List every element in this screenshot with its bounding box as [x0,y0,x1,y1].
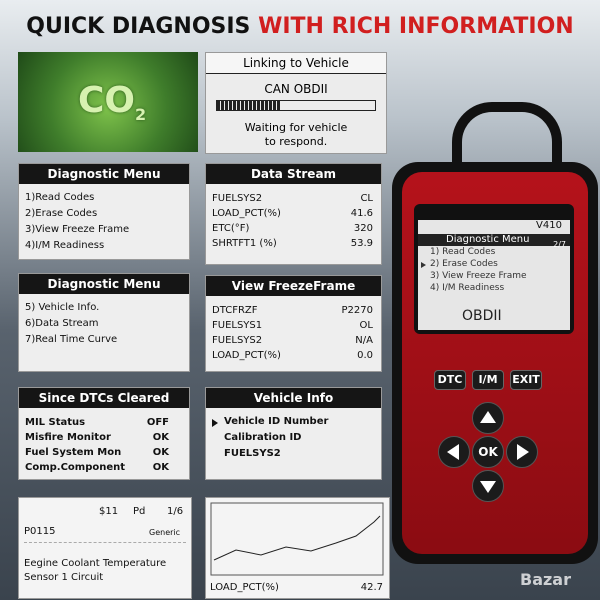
screen-menu-item: 4) I/M Readiness [430,283,505,293]
row-value: OK [152,432,169,443]
panel: Since DTCs Cleared MIL Status OFF Misfire M… [18,387,190,480]
dtc-type: Generic [149,528,181,537]
screen: Diagnostic Menu 2/7 1) Read Codes 2) Eras… [418,220,570,330]
dtc-description-1: Eegine Coolant Temperature [24,558,167,569]
co2-label: CO2 [78,80,146,124]
panel-header: Diagnostic Menu [19,164,189,184]
row-value: P2270 [341,305,373,316]
graph-frame [210,502,384,576]
selection-marker [212,419,218,427]
row-name: Comp.Component [25,462,126,473]
arrow-down[interactable] [472,470,504,502]
panel-header: Since DTCs Cleared [19,388,189,408]
graph-label: LOAD_PCT(%) [210,582,279,593]
row-name: SHRTFT1 (%) [212,238,277,249]
row-value: 0.0 [357,350,373,361]
row-value: OK [152,447,169,458]
code-id: $11 [99,506,119,517]
graph-value: 42.7 [360,582,383,593]
menu-item: Vehicle ID Number [224,416,329,427]
screen-menu-item: 1) Read Codes [430,247,496,257]
title-part1: QUICK DIAGNOSIS [26,14,251,39]
screen-page: 2/7 [553,240,566,249]
linking-header: Linking to Vehicle [206,53,386,74]
menu-item: 4)I/M Readiness [25,240,105,251]
menu-item: 5) Vehicle Info. [25,302,100,313]
row-value: 41.6 [350,208,373,219]
waiting-line2: to respond. [264,135,328,148]
panel-header: Vehicle Info [206,388,381,408]
panel: Diagnostic Menu 1)Read Codes 2)Erase Codes… [18,163,190,260]
arrow-left[interactable] [438,436,470,468]
screen-menu-item: 3) View Freeze Frame [430,271,527,281]
title: QUICK DIAGNOSIS WITH RICH INFORMATION [0,14,600,39]
arrow-up[interactable] [472,402,504,434]
co2-text: CO [78,80,136,121]
row-name: LOAD_PCT(%) [212,208,281,219]
row-name: Fuel System Mon [25,447,122,458]
cable [452,102,562,172]
row-name: DTCFRZF [212,305,258,316]
menu-item: Calibration ID [224,432,302,443]
dtc-description-2: Sensor 1 Circuit [24,572,104,583]
function-button[interactable]: I/M [472,370,504,390]
panel-header: View FreezeFrame [206,276,381,296]
co2-subscript: 2 [135,105,147,125]
row-name: LOAD_PCT(%) [212,350,281,361]
function-button[interactable]: DTC [434,370,466,390]
model: V410 [536,220,562,231]
menu-item: 7)Real Time Curve [25,334,118,345]
graph-curve [213,515,381,561]
protocol: CAN OBDII [264,82,328,96]
screen-title: Diagnostic Menu [446,234,530,245]
menu-item: 3)View Freeze Frame [25,224,130,235]
screen-cursor [421,262,426,268]
separator [24,542,186,543]
row-value: 53.9 [350,238,373,249]
row-name: FUELSYS2 [212,193,263,204]
row-name: FUELSYS1 [212,320,263,331]
panel: Diagnostic Menu 5) Vehicle Info. 6)Data St… [18,273,190,372]
panel-header: Data Stream [206,164,381,184]
dtc-panel: $11 Pd 1/6 P0115 Generic Eegine Coolant … [18,497,192,599]
row-value: OK [152,462,169,473]
row-name: ETC(°F) [212,223,250,234]
row-value: OL [359,320,373,331]
row-value: CL [360,193,373,204]
function-button[interactable]: EXIT [510,370,542,390]
code-status: Pd [133,506,146,517]
menu-item: 1)Read Codes [25,192,95,203]
panel: Vehicle Info Vehicle ID Number Calibration… [205,387,382,480]
screen-menu-item: 2) Erase Codes [430,259,498,269]
panel-header: Diagnostic Menu [19,274,189,294]
panel: View FreezeFrame DTCFRZF P2270 FUELSYS1 OL FU… [205,275,382,372]
dtc-code: P0115 [24,526,56,537]
row-name: MIL Status [25,417,86,428]
menu-item: FUELSYS2 [224,448,281,459]
screen-title-bar [418,234,570,246]
row-value: N/A [355,335,373,346]
watermark: Bazar [520,570,571,589]
co2-panel: CO2 [18,52,198,152]
menu-item: 6)Data Stream [25,318,99,329]
menu-item: 2)Erase Codes [25,208,98,219]
ok-button[interactable]: OK [472,436,504,468]
graph-panel: LOAD_PCT(%) 42.7 [205,497,390,599]
waiting-line1: Waiting for vehicle [244,121,348,134]
brand: OBDII [462,308,502,324]
arrow-right[interactable] [506,436,538,468]
row-value: 320 [353,223,373,234]
progress-bar [216,100,376,111]
graph [210,502,384,576]
row-name: FUELSYS2 [212,335,263,346]
title-part2: WITH RICH INFORMATION [258,14,574,39]
device: Diagnostic Menu 2/7 1) Read Codes 2) Eras… [392,102,598,564]
row-name: Misfire Monitor [25,432,111,443]
row-value: OFF [146,417,169,428]
code-page: 1/6 [167,506,184,517]
panel: Data Stream FUELSYS2 CL LOAD_PCT(%) 41.6 ETC(… [205,163,382,265]
linking-panel: Linking to Vehicle CAN OBDII Waiting for… [205,52,387,154]
